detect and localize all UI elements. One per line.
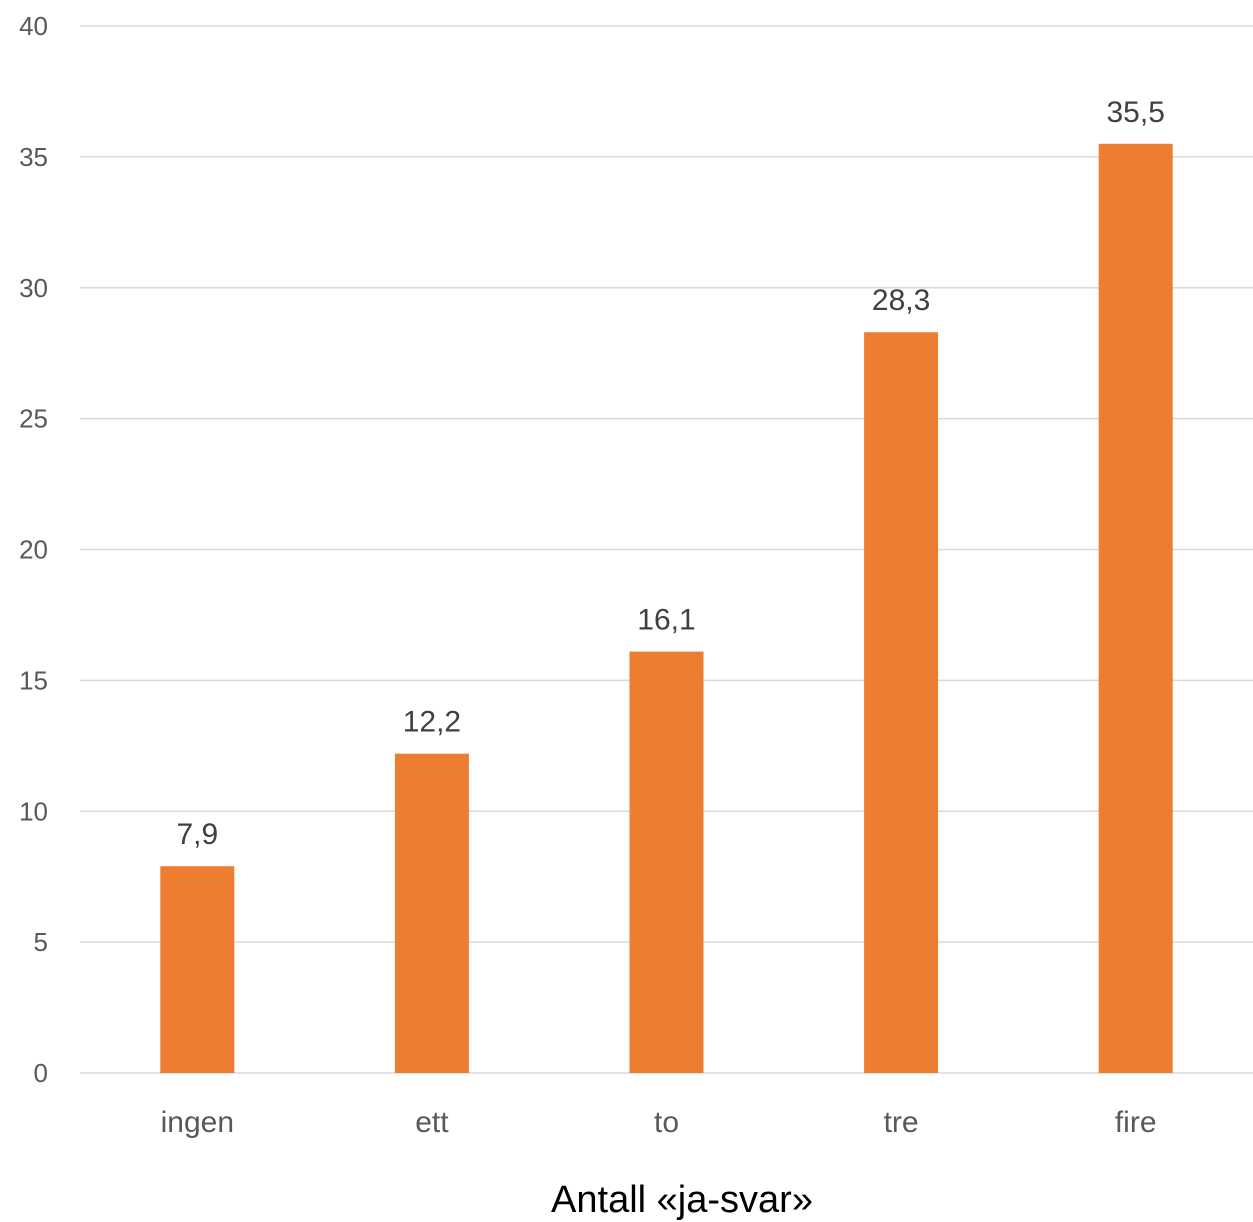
y-tick-label: 10 (19, 796, 48, 826)
x-category-label: to (654, 1106, 679, 1139)
y-tick-label: 0 (34, 1058, 48, 1088)
y-axis-tick-labels: 0 5 10 15 20 25 30 35 40 (19, 11, 48, 1088)
data-label: 28,3 (872, 284, 930, 317)
bar-fire (1098, 143, 1173, 1074)
bar-ingen (160, 866, 235, 1073)
x-category-label: ett (415, 1106, 449, 1139)
gridlines (80, 25, 1253, 1074)
bar-ett (394, 753, 469, 1073)
data-label: 12,2 (403, 706, 461, 739)
y-tick-label: 20 (19, 535, 48, 565)
x-category-label: tre (884, 1106, 919, 1139)
bar-tre (864, 332, 939, 1073)
x-axis-title: Antall «ja-svar» (551, 1179, 813, 1221)
x-category-label: fire (1115, 1106, 1157, 1139)
x-category-label: ingen (161, 1106, 234, 1139)
y-tick-label: 5 (34, 927, 48, 957)
bars (160, 143, 1173, 1074)
x-axis-category-labels: ingen ett to tre fire (161, 1106, 1157, 1139)
y-tick-label: 40 (19, 11, 48, 41)
data-labels: 7,9 12,2 16,1 28,3 35,5 (176, 96, 1164, 851)
data-label: 7,9 (176, 818, 218, 851)
y-tick-label: 25 (19, 404, 48, 434)
data-label: 35,5 (1107, 96, 1165, 129)
bar-to (629, 651, 704, 1073)
y-tick-label: 15 (19, 665, 48, 695)
y-tick-label: 35 (19, 142, 48, 172)
data-label: 16,1 (637, 604, 695, 637)
y-tick-label: 30 (19, 273, 48, 303)
